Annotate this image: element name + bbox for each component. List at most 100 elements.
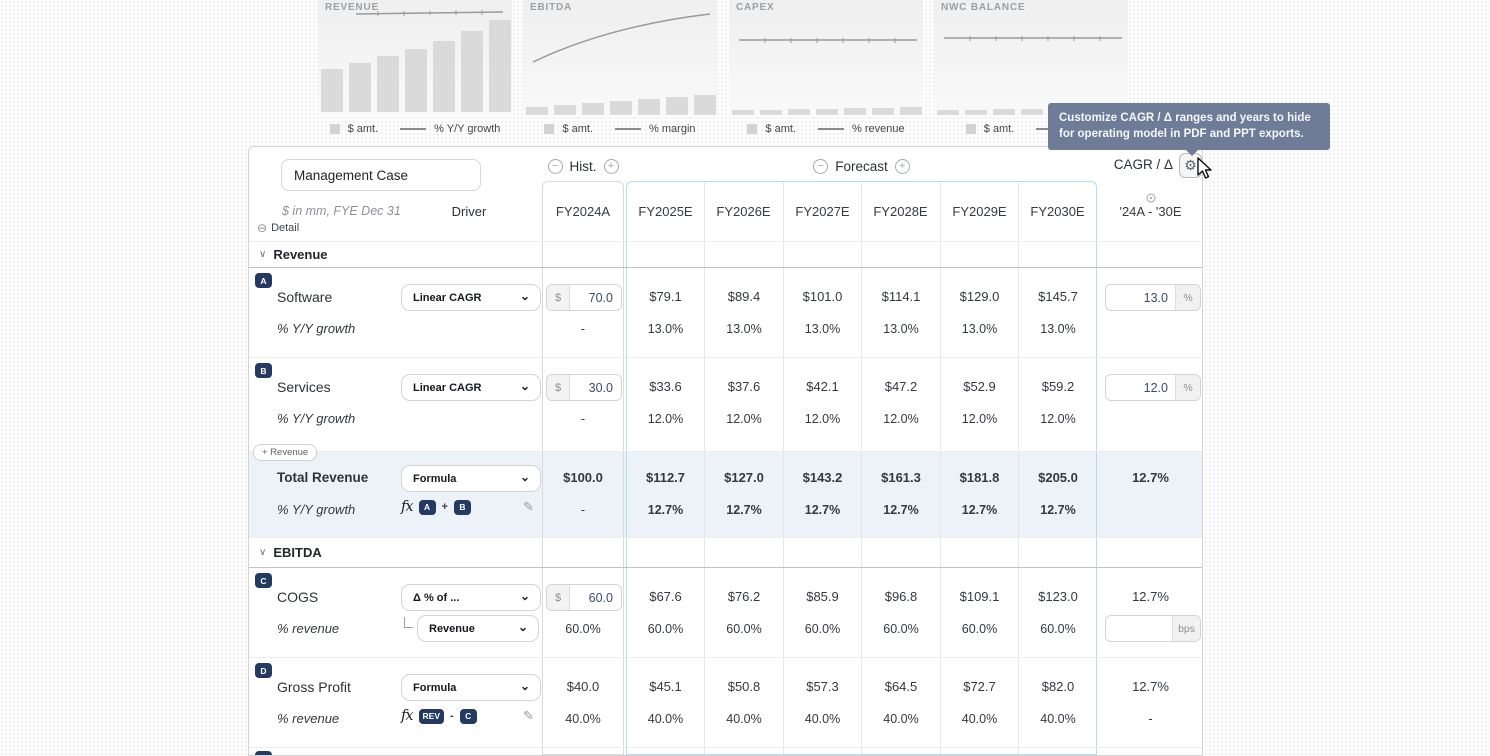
value-cell[interactable]: $143.2	[802, 470, 843, 485]
value-cell[interactable]: $114.1	[881, 289, 921, 304]
hist-amount-field[interactable]	[570, 375, 621, 400]
value-cell[interactable]: 12.0%	[961, 412, 998, 426]
value-cell[interactable]: $33.6	[649, 379, 682, 394]
section-revenue[interactable]: ∨ Revenue	[249, 241, 1202, 267]
hist-value-input[interactable]: $	[546, 284, 622, 311]
value-cell[interactable]: 60.0%	[961, 622, 998, 636]
value-cell[interactable]: $89.4	[727, 289, 761, 304]
value-cell[interactable]: $42.1	[806, 379, 839, 394]
driver-select[interactable]: Formula ⌄	[401, 465, 541, 492]
bps-delta-field[interactable]	[1106, 616, 1173, 641]
forecast-add-year-button[interactable]: +	[894, 158, 910, 174]
value-cell[interactable]: 13.0%	[804, 322, 841, 336]
value-cell[interactable]: 13.0%	[883, 322, 919, 336]
value-cell[interactable]: $52.9	[963, 379, 996, 394]
value-cell[interactable]: 12.0%	[647, 412, 684, 426]
value-cell[interactable]: 13.0%	[961, 322, 998, 336]
value-cell[interactable]: $112.7	[645, 470, 686, 485]
row-sublabel: % revenue	[277, 711, 340, 726]
value-cell[interactable]: 13.0%	[726, 322, 762, 336]
value-cell[interactable]: $67.6	[649, 589, 682, 604]
collapse-detail-icon: ⊖	[257, 221, 268, 235]
value-cell[interactable]: $123.0	[1038, 589, 1078, 604]
value-cell[interactable]: $127.0	[724, 470, 764, 485]
driver-select[interactable]: Linear CAGR ⌄	[401, 284, 541, 311]
value-cell[interactable]: 40.0%	[1040, 712, 1076, 726]
driver-select[interactable]: Linear CAGR ⌄	[401, 374, 541, 401]
value-cell[interactable]: $37.6	[727, 379, 761, 394]
value-cell[interactable]: 12.7%	[804, 503, 841, 517]
hist-add-year-button[interactable]: +	[603, 158, 619, 174]
hist-value-input[interactable]: $	[546, 374, 622, 401]
driver-select[interactable]: Formula ⌄	[401, 674, 541, 701]
value-cell[interactable]: 12.0%	[883, 412, 919, 426]
cagr-value: 12.7%	[1132, 470, 1169, 485]
value-cell[interactable]: $96.8	[884, 589, 918, 604]
value-cell[interactable]: $79.1	[649, 289, 682, 304]
value-cell[interactable]: $50.8	[727, 679, 761, 694]
value-cell[interactable]: 60.0%	[804, 622, 841, 636]
value-cell[interactable]: 40.0%	[647, 712, 684, 726]
value-cell[interactable]: $82.0	[1041, 679, 1075, 694]
value-cell[interactable]: 12.7%	[1040, 503, 1076, 517]
forecast-remove-year-button[interactable]: −	[813, 158, 829, 174]
value-cell[interactable]: $129.0	[959, 289, 1000, 304]
value-cell[interactable]: 60.0%	[647, 622, 684, 636]
cagr-rate-input[interactable]: %	[1105, 374, 1201, 401]
case-name-input[interactable]	[281, 159, 481, 191]
value-cell[interactable]: 60.0%	[883, 622, 919, 636]
value-cell[interactable]: 12.0%	[1040, 412, 1076, 426]
value-cell[interactable]: 40.0%	[804, 712, 841, 726]
value-cell[interactable]: $76.2	[727, 589, 761, 604]
amount-swatch-icon	[747, 124, 758, 134]
year-header-fy2027e: FY2027E	[795, 204, 850, 219]
value-cell[interactable]: $57.3	[806, 679, 839, 694]
value-cell[interactable]: $161.3	[881, 470, 921, 485]
hist-amount-field[interactable]	[570, 285, 621, 310]
value-cell[interactable]: 12.0%	[726, 412, 762, 426]
value-cell[interactable]: 40.0%	[726, 712, 762, 726]
value-cell[interactable]: 60.0%	[726, 622, 762, 636]
value-cell[interactable]: 40.0%	[883, 712, 919, 726]
hist-amount-field[interactable]	[570, 585, 621, 610]
value-cell[interactable]: 60.0%	[1040, 622, 1076, 636]
visibility-icon[interactable]	[1145, 191, 1157, 209]
amount-swatch-icon	[329, 124, 340, 134]
value-cell[interactable]: 12.7%	[883, 503, 919, 517]
value-cell[interactable]: 12.0%	[804, 412, 841, 426]
value-cell[interactable]: 12.7%	[726, 503, 762, 517]
value-cell[interactable]: $101.0	[802, 289, 843, 304]
value-cell[interactable]: 13.0%	[647, 322, 684, 336]
cagr-rate-input[interactable]: %	[1105, 284, 1201, 311]
row-total-revenue: Total Revenue Formula ⌄ $100.0 $112.7 $12…	[249, 451, 1202, 537]
detail-toggle[interactable]: ⊖ Detail	[257, 221, 299, 235]
value-cell[interactable]: $59.2	[1041, 379, 1075, 394]
add-revenue-row-button[interactable]: + Revenue	[253, 444, 318, 461]
value-cell[interactable]: 12.7%	[647, 503, 684, 517]
hist-remove-year-button[interactable]: −	[547, 158, 563, 174]
value-cell[interactable]: $72.7	[963, 679, 996, 694]
value-cell[interactable]: 13.0%	[1040, 322, 1076, 336]
driver-select[interactable]: Δ % of ... ⌄	[401, 584, 541, 611]
cagr-rate-field[interactable]	[1106, 285, 1175, 310]
year-header-fy2028e: FY2028E	[873, 204, 928, 219]
year-header-fy2025e: FY2025E	[638, 204, 693, 219]
value-cell[interactable]: $64.5	[884, 679, 918, 694]
value-cell[interactable]: 12.7%	[961, 503, 998, 517]
value-cell[interactable]: $85.9	[806, 589, 839, 604]
section-ebitda[interactable]: ∨ EBITDA	[249, 537, 1202, 567]
edit-formula-pencil-icon[interactable]: ✎	[523, 499, 534, 514]
value-cell[interactable]: $181.8	[959, 470, 1000, 485]
value-cell[interactable]: $205.0	[1038, 470, 1078, 485]
value-cell[interactable]: $109.1	[959, 589, 1000, 604]
cagr-rate-field[interactable]	[1106, 375, 1175, 400]
value-cell[interactable]: $145.7	[1038, 289, 1078, 304]
reference-select[interactable]: Revenue ⌄	[417, 615, 539, 642]
value-cell[interactable]: 40.0%	[961, 712, 998, 726]
edit-formula-pencil-icon[interactable]: ✎	[523, 708, 534, 723]
value-cell[interactable]: $45.1	[649, 679, 682, 694]
row-separator	[249, 357, 1202, 358]
bps-delta-input[interactable]: bps	[1105, 615, 1201, 642]
hist-value-input[interactable]: $	[546, 584, 622, 611]
value-cell[interactable]: $47.2	[884, 379, 918, 394]
